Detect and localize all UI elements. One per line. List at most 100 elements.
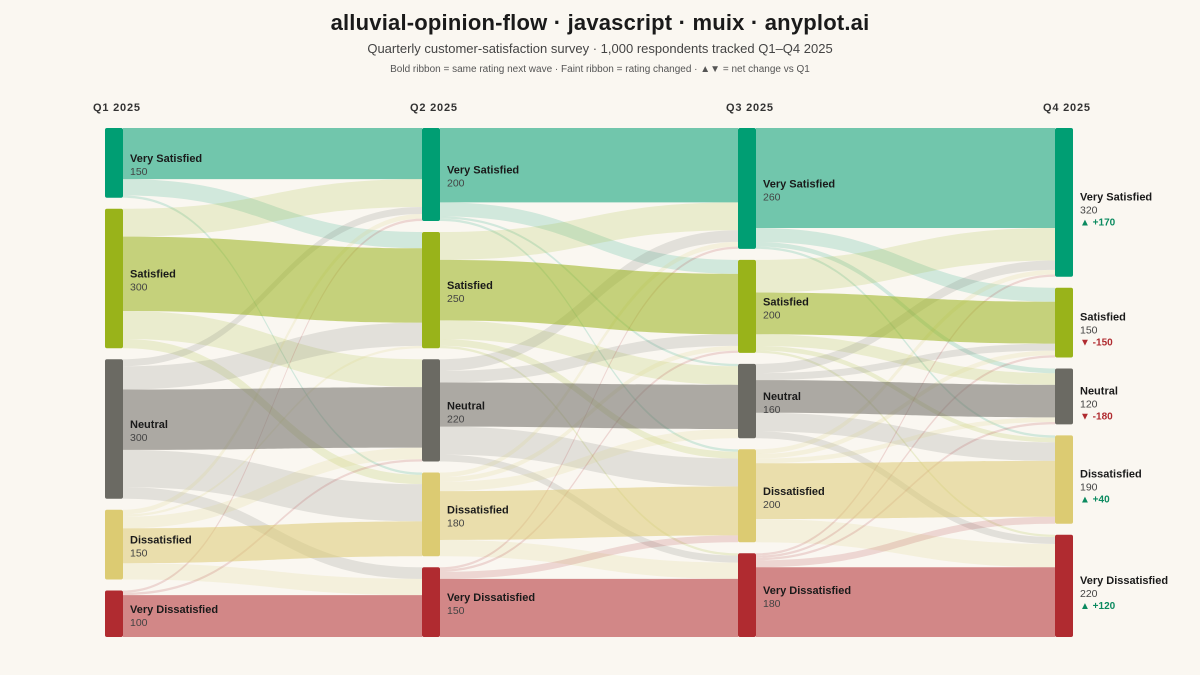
node-count-q1-very-dissatisfied: 100 bbox=[130, 617, 148, 629]
net-change-satisfied: ▼ -150 bbox=[1080, 338, 1113, 349]
node-label-q1-very-dissatisfied: Very Dissatisfied bbox=[130, 604, 218, 616]
ribbon-w1-dissatisfied-to-very-dissatisfied bbox=[123, 563, 422, 596]
node-count-q4-very-dissatisfied: 220 bbox=[1080, 588, 1098, 600]
node-count-q4-neutral: 120 bbox=[1080, 398, 1098, 410]
node-label-q3-dissatisfied: Dissatisfied bbox=[763, 486, 825, 498]
node-label-q1-dissatisfied: Dissatisfied bbox=[130, 535, 192, 547]
ribbon-w2-very-dissatisfied-to-very-dissatisfied bbox=[440, 578, 738, 637]
ribbon-w3-very-dissatisfied-to-satisfied bbox=[756, 355, 1055, 558]
ribbon-w3-very-dissatisfied-to-dissatisfied bbox=[756, 516, 1055, 568]
node-count-q3-neutral: 160 bbox=[763, 404, 781, 416]
ribbon-w3-very-satisfied-to-very-satisfied bbox=[756, 128, 1055, 228]
ribbon-w1-dissatisfied-to-very-satisfied bbox=[123, 214, 422, 515]
node-label-q3-satisfied: Satisfied bbox=[763, 296, 809, 308]
ribbon-w2-very-dissatisfied-to-satisfied bbox=[440, 350, 738, 572]
ribbon-w2-dissatisfied-to-neutral bbox=[440, 429, 738, 492]
net-change-dissatisfied: ▲ +40 bbox=[1080, 495, 1110, 506]
ribbon-w2-dissatisfied-to-very-satisfied bbox=[440, 241, 738, 478]
ribbon-w1-dissatisfied-to-dissatisfied bbox=[123, 521, 422, 564]
node-label-q4-satisfied: Satisfied bbox=[1080, 312, 1126, 324]
node-count-q2-satisfied: 250 bbox=[447, 293, 465, 305]
ribbon-w2-satisfied-to-satisfied bbox=[440, 259, 738, 335]
ribbon-w2-dissatisfied-to-dissatisfied bbox=[440, 486, 738, 540]
node-label-q4-dissatisfied: Dissatisfied bbox=[1080, 469, 1142, 481]
ribbon-w2-very-satisfied-to-dissatisfied bbox=[440, 218, 738, 452]
column-label-q3: Q3 2025 bbox=[726, 102, 774, 114]
node-q2-very-satisfied bbox=[422, 128, 440, 221]
node-q3-very-dissatisfied bbox=[738, 553, 756, 637]
ribbon-w1-very-satisfied-to-dissatisfied bbox=[123, 195, 422, 475]
ribbon-w2-satisfied-to-neutral bbox=[440, 320, 738, 385]
ribbon-w3-neutral-to-neutral bbox=[756, 380, 1055, 418]
ribbon-w3-dissatisfied-to-neutral bbox=[756, 417, 1055, 464]
ribbon-w1-satisfied-to-satisfied bbox=[123, 236, 422, 323]
ribbon-w2-very-dissatisfied-to-dissatisfied bbox=[440, 535, 738, 579]
node-label-q1-satisfied: Satisfied bbox=[130, 269, 176, 281]
ribbon-w3-satisfied-to-very-dissatisfied bbox=[756, 350, 1055, 538]
node-q1-neutral bbox=[105, 359, 123, 499]
node-label-q2-satisfied: Satisfied bbox=[447, 280, 493, 292]
node-q3-satisfied bbox=[738, 259, 756, 353]
ribbon-w2-dissatisfied-to-very-dissatisfied bbox=[440, 539, 738, 579]
node-count-q1-very-satisfied: 150 bbox=[130, 166, 148, 178]
ribbon-w1-neutral-to-dissatisfied bbox=[123, 449, 422, 522]
ribbon-w1-very-dissatisfied-to-very-dissatisfied bbox=[123, 595, 422, 637]
node-q3-neutral bbox=[738, 363, 756, 439]
node-count-q4-satisfied: 150 bbox=[1080, 325, 1098, 337]
node-q4-neutral bbox=[1055, 368, 1073, 425]
node-label-q3-very-satisfied: Very Satisfied bbox=[763, 178, 835, 190]
ribbon-w1-satisfied-to-neutral bbox=[123, 311, 422, 388]
node-q1-dissatisfied bbox=[105, 509, 123, 580]
ribbon-w1-very-satisfied-to-very-satisfied bbox=[123, 128, 422, 180]
ribbon-w3-dissatisfied-to-very-dissatisfied bbox=[756, 519, 1055, 568]
node-q4-dissatisfied bbox=[1055, 435, 1073, 524]
ribbon-w2-satisfied-to-very-satisfied bbox=[440, 202, 738, 260]
chart-title: alluvial-opinion-flow · javascript · mui… bbox=[330, 10, 870, 35]
node-q2-satisfied bbox=[422, 232, 440, 349]
node-label-q1-neutral: Neutral bbox=[130, 419, 168, 431]
node-count-q4-dissatisfied: 190 bbox=[1080, 482, 1098, 494]
node-q1-satisfied bbox=[105, 208, 123, 349]
ribbon-w3-neutral-to-satisfied bbox=[756, 343, 1055, 381]
ribbon-w1-neutral-to-neutral bbox=[123, 387, 422, 450]
node-q3-very-satisfied bbox=[738, 128, 756, 249]
node-label-q4-very-satisfied: Very Satisfied bbox=[1080, 191, 1152, 203]
ribbon-w3-satisfied-to-satisfied bbox=[756, 292, 1055, 344]
ribbon-layer bbox=[123, 128, 1055, 637]
ribbon-w1-very-satisfied-to-satisfied bbox=[123, 179, 422, 249]
node-q1-very-satisfied bbox=[105, 128, 123, 198]
ribbon-w3-dissatisfied-to-very-satisfied bbox=[756, 269, 1055, 454]
chart-header: alluvial-opinion-flow · javascript · mui… bbox=[0, 0, 1200, 75]
node-label-q2-very-dissatisfied: Very Dissatisfied bbox=[447, 592, 535, 604]
node-count-q1-satisfied: 300 bbox=[130, 282, 148, 294]
node-q2-neutral bbox=[422, 359, 440, 462]
node-q1-very-dissatisfied bbox=[105, 590, 123, 637]
ribbon-w3-very-dissatisfied-to-very-dissatisfied bbox=[756, 567, 1055, 637]
ribbon-w1-dissatisfied-to-neutral bbox=[123, 447, 422, 529]
chart-subtitle: Quarterly customer-satisfaction survey ·… bbox=[367, 41, 833, 56]
column-label-q1: Q1 2025 bbox=[93, 102, 141, 114]
node-count-q3-satisfied: 200 bbox=[763, 309, 781, 321]
ribbon-w3-satisfied-to-very-satisfied bbox=[756, 227, 1055, 293]
ribbon-w3-satisfied-to-neutral bbox=[756, 334, 1055, 385]
node-q4-very-satisfied bbox=[1055, 128, 1073, 277]
ribbon-w3-very-satisfied-to-satisfied bbox=[756, 227, 1055, 302]
legend-note: Bold ribbon = same rating next wave · Fa… bbox=[390, 64, 810, 75]
node-label-q4-very-dissatisfied: Very Dissatisfied bbox=[1080, 575, 1168, 587]
node-label-q2-very-satisfied: Very Satisfied bbox=[447, 165, 519, 177]
ribbon-w1-satisfied-to-very-satisfied bbox=[123, 179, 422, 237]
node-count-q1-neutral: 300 bbox=[130, 432, 148, 444]
node-q2-dissatisfied bbox=[422, 472, 440, 557]
node-layer bbox=[105, 128, 1073, 637]
node-q4-very-dissatisfied bbox=[1055, 534, 1073, 637]
ribbon-w3-neutral-to-dissatisfied bbox=[756, 412, 1055, 461]
node-q2-very-dissatisfied bbox=[422, 567, 440, 637]
ribbon-w2-neutral-to-neutral bbox=[440, 382, 738, 429]
column-label-q4: Q4 2025 bbox=[1043, 102, 1091, 114]
ribbon-w2-neutral-to-satisfied bbox=[440, 334, 738, 383]
column-label-q2: Q2 2025 bbox=[410, 102, 458, 114]
node-count-q2-very-dissatisfied: 150 bbox=[447, 605, 465, 617]
ribbon-w3-dissatisfied-to-dissatisfied bbox=[756, 460, 1055, 520]
